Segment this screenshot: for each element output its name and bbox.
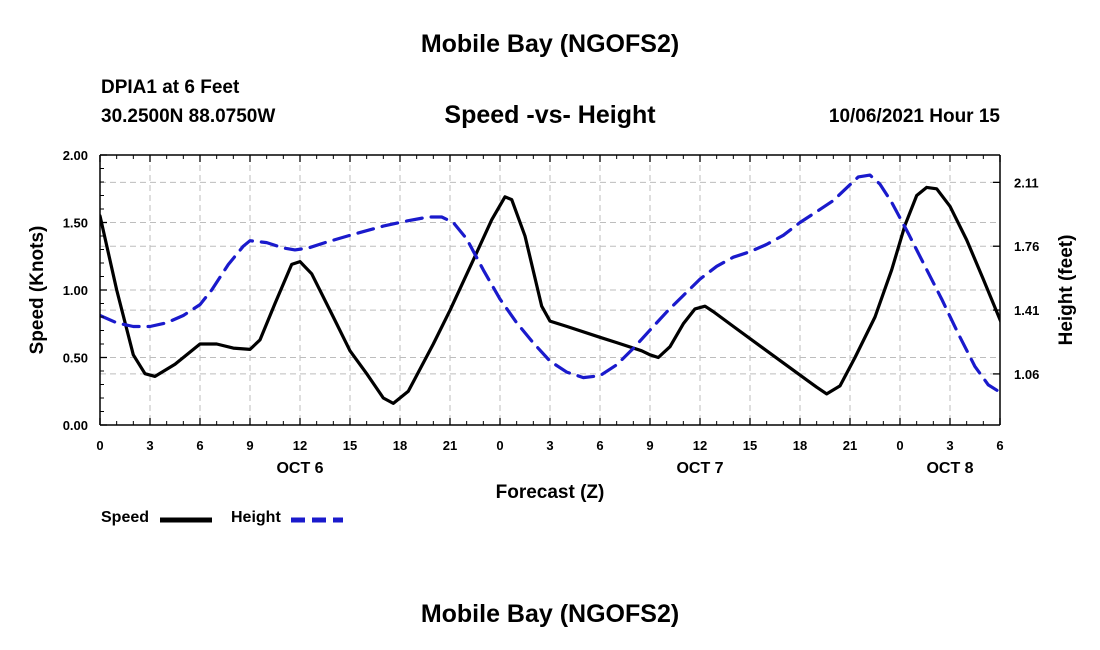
date-label: OCT 8 (926, 460, 973, 477)
station-label: DPIA1 at 6 Feet (101, 77, 240, 98)
coordinates-label: 30.2500N 88.0750W (101, 106, 276, 127)
y2-tick-label: 1.06 (1014, 367, 1039, 382)
y-tick-label: 1.50 (63, 216, 88, 231)
x-tick-label: 15 (343, 438, 357, 453)
x-tick-label: 12 (693, 438, 707, 453)
y-tick-label: 0.50 (63, 351, 88, 366)
y2-tick-label: 1.76 (1014, 239, 1039, 254)
x-tick-label: 0 (496, 438, 503, 453)
x-tick-label: 6 (196, 438, 203, 453)
y-tick-label: 1.00 (63, 283, 88, 298)
forecast-datetime: 10/06/2021 Hour 15 (828, 106, 1000, 127)
x-tick-label: 0 (896, 438, 903, 453)
legend-speed-label: Speed (101, 509, 150, 526)
legend-height-label: Height (231, 509, 281, 526)
series-line-height (100, 173, 1000, 394)
x-tick-label: 9 (646, 438, 653, 453)
y-tick-label: 0.00 (63, 418, 88, 433)
y2-tick-label: 2.11 (1014, 175, 1039, 190)
grid (100, 155, 1000, 425)
chart-title: Mobile Bay (NGOFS2) (420, 30, 680, 58)
date-label: OCT 6 (276, 460, 323, 477)
footer-title: Mobile Bay (NGOFS2) (420, 600, 680, 628)
y2-tick-label: 1.41 (1014, 303, 1039, 318)
x-tick-label: 3 (946, 438, 953, 453)
y-tick-label: 2.00 (63, 148, 88, 163)
x-tick-label: 9 (246, 438, 253, 453)
x-tick-label: 12 (293, 438, 307, 453)
series-layer (100, 173, 1000, 405)
x-tick-label: 18 (393, 438, 407, 453)
x-tick-label: 3 (546, 438, 553, 453)
y-axis-label: Speed (Knots) (27, 226, 48, 355)
x-tick-label: 15 (743, 438, 757, 453)
x-tick-label: 6 (596, 438, 603, 453)
chart-subtitle: Speed -vs- Height (444, 101, 656, 129)
x-tick-label: 18 (793, 438, 807, 453)
x-tick-label: 0 (96, 438, 103, 453)
x-tick-label: 6 (996, 438, 1003, 453)
x-tick-label: 21 (843, 438, 857, 453)
x-tick-label: 3 (146, 438, 153, 453)
x-axis-label: Forecast (Z) (495, 482, 605, 503)
series-line-speed (100, 185, 1000, 405)
axes: 0 3 6 9 12 15 18 21 0 3 6 9 12 15 18 21 0 3 6 0.00 0.50 1.00 1… (63, 148, 1040, 477)
date-label: OCT 7 (676, 460, 723, 477)
y2-axis-label: Height (feet) (1056, 235, 1077, 346)
x-tick-label: 21 (443, 438, 457, 453)
